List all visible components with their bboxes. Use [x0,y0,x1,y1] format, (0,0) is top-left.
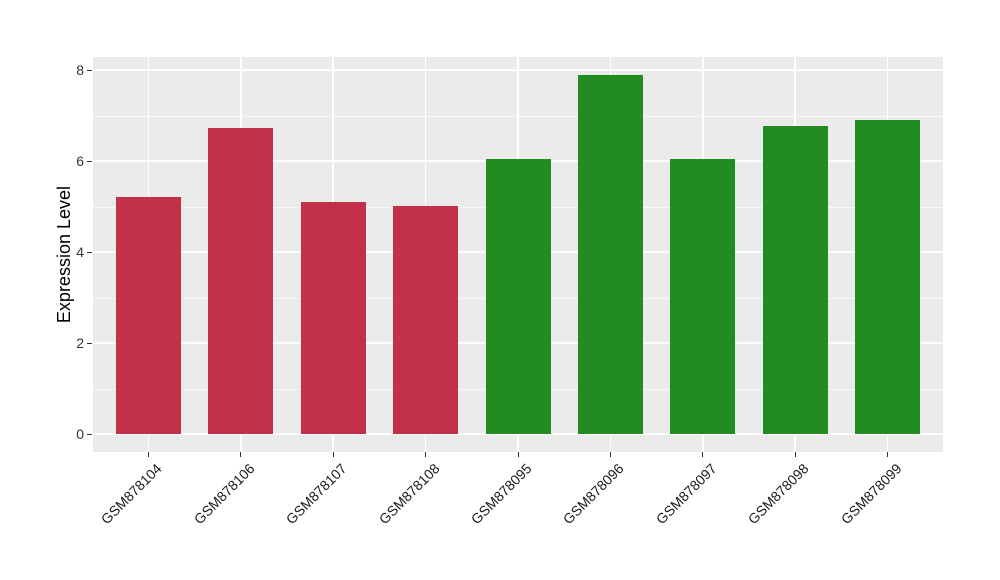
x-tick-mark [609,452,611,457]
y-tick-mark [87,342,92,344]
y-tick-label: 6 [76,153,84,169]
bar-GSM878108 [393,205,459,434]
bar-GSM878107 [300,201,366,434]
bar-GSM878099 [855,120,921,434]
x-tick-mark [147,452,149,457]
bar-GSM878098 [762,125,828,434]
x-tick-mark [425,452,427,457]
plot-panel [93,57,943,452]
y-tick-mark [87,160,92,162]
bar-GSM878104 [115,196,181,434]
bar-GSM878097 [670,159,736,434]
y-tick-label: 0 [76,426,84,442]
y-tick-label: 2 [76,335,84,351]
bar-GSM878095 [485,159,551,434]
y-tick-label: 4 [76,244,84,260]
bar-GSM878096 [577,75,643,434]
x-tick-mark [240,452,242,457]
x-tick-mark [794,452,796,457]
x-tick-mark [702,452,704,457]
y-tick-mark [87,433,92,435]
x-tick-label: GSM878099 [837,460,905,528]
x-tick-mark [332,452,334,457]
bar-GSM878106 [208,127,274,434]
y-tick-mark [87,251,92,253]
x-tick-mark [887,452,889,457]
y-tick-mark [87,69,92,71]
x-tick-mark [517,452,519,457]
y-tick-label: 8 [76,62,84,78]
